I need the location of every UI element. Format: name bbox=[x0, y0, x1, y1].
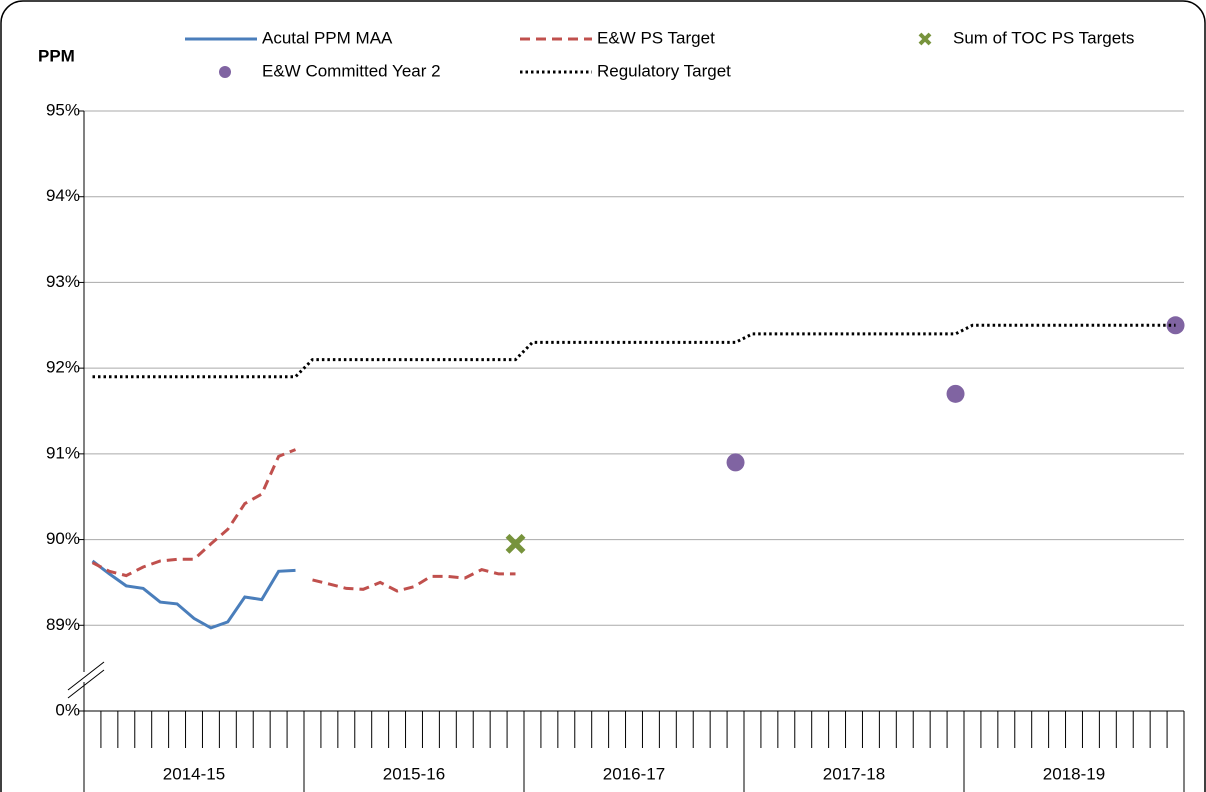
y-tick-label: 0% bbox=[55, 700, 80, 719]
marker-point bbox=[726, 453, 745, 472]
marker-point bbox=[946, 384, 965, 403]
series-line bbox=[91, 448, 516, 593]
axis-break bbox=[67, 661, 105, 691]
y-tick-label: 92% bbox=[46, 358, 80, 377]
legend-label: Regulatory Target bbox=[597, 61, 731, 80]
legend-label: E&W Committed Year 2 bbox=[262, 61, 441, 80]
x-group-label: 2016-17 bbox=[603, 764, 665, 783]
legend-marker bbox=[219, 66, 231, 78]
axis-break bbox=[67, 669, 105, 699]
y-axis-label: PPM bbox=[38, 46, 75, 65]
legend-label: E&W PS Target bbox=[597, 28, 715, 47]
y-tick-label: 93% bbox=[46, 272, 80, 291]
legend-marker bbox=[918, 32, 932, 46]
legend-label: Acutal PPM MAA bbox=[262, 28, 393, 47]
y-tick-label: 95% bbox=[46, 100, 80, 119]
series-line bbox=[91, 559, 296, 630]
x-group-label: 2017-18 bbox=[823, 764, 885, 783]
x-group-label: 2015-16 bbox=[383, 764, 445, 783]
series-line bbox=[92, 323, 1176, 379]
x-group-label: 2014-15 bbox=[163, 764, 225, 783]
y-tick-label: 94% bbox=[46, 186, 80, 205]
y-tick-label: 89% bbox=[46, 615, 80, 634]
y-tick-label: 91% bbox=[46, 443, 80, 462]
legend-label: Sum of TOC PS Targets bbox=[953, 28, 1134, 47]
marker-point bbox=[1166, 316, 1185, 335]
marker-point bbox=[505, 533, 526, 554]
y-tick-label: 90% bbox=[46, 529, 80, 548]
x-group-label: 2018-19 bbox=[1043, 764, 1105, 783]
